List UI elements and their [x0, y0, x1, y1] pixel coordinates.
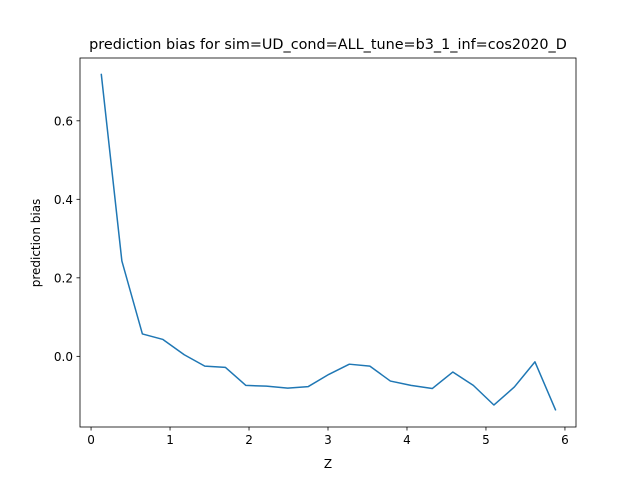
y-tick-label: 0.6	[54, 114, 73, 128]
x-tick-label: 1	[166, 433, 174, 447]
x-tick-label: 6	[561, 433, 569, 447]
y-tick-label: 0.4	[54, 193, 73, 207]
axes-frame	[79, 57, 577, 428]
y-tick-label: 0.0	[54, 350, 73, 364]
x-tick-label: 4	[403, 433, 411, 447]
x-tick-label: 0	[87, 433, 95, 447]
y-axis-label: prediction bias	[29, 199, 43, 288]
series-line	[100, 73, 557, 411]
x-tick-label: 3	[324, 433, 332, 447]
x-tick-label: 5	[482, 433, 490, 447]
x-tick-label: 2	[245, 433, 253, 447]
plot-area: 0 1 2 3 4 5 6 0.0 0.2 0.4 0.6	[54, 57, 577, 447]
y-tick-label: 0.2	[54, 271, 73, 285]
x-axis-label: Z	[324, 457, 332, 471]
chart-title: prediction bias for sim=UD_cond=ALL_tune…	[89, 37, 567, 53]
